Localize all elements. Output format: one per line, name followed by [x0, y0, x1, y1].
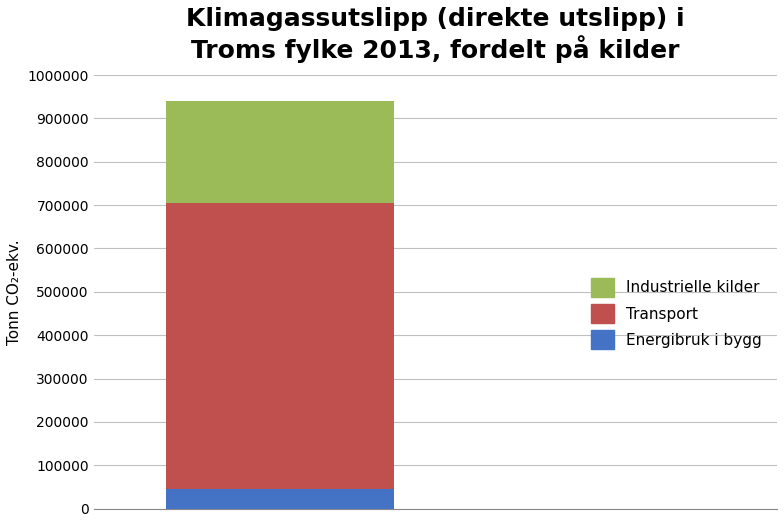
Legend: Industrielle kilder, Transport, Energibruk i bygg: Industrielle kilder, Transport, Energibr… [583, 270, 769, 357]
Y-axis label: Tonn CO₂-ekv.: Tonn CO₂-ekv. [7, 239, 22, 345]
Bar [166, 203, 394, 489]
Bar [166, 489, 394, 509]
Bar [166, 101, 394, 203]
Title: Klimagassutslipp (direkte utslipp) i
Troms fylke 2013, fordelt på kilder: Klimagassutslipp (direkte utslipp) i Tro… [186, 7, 684, 63]
